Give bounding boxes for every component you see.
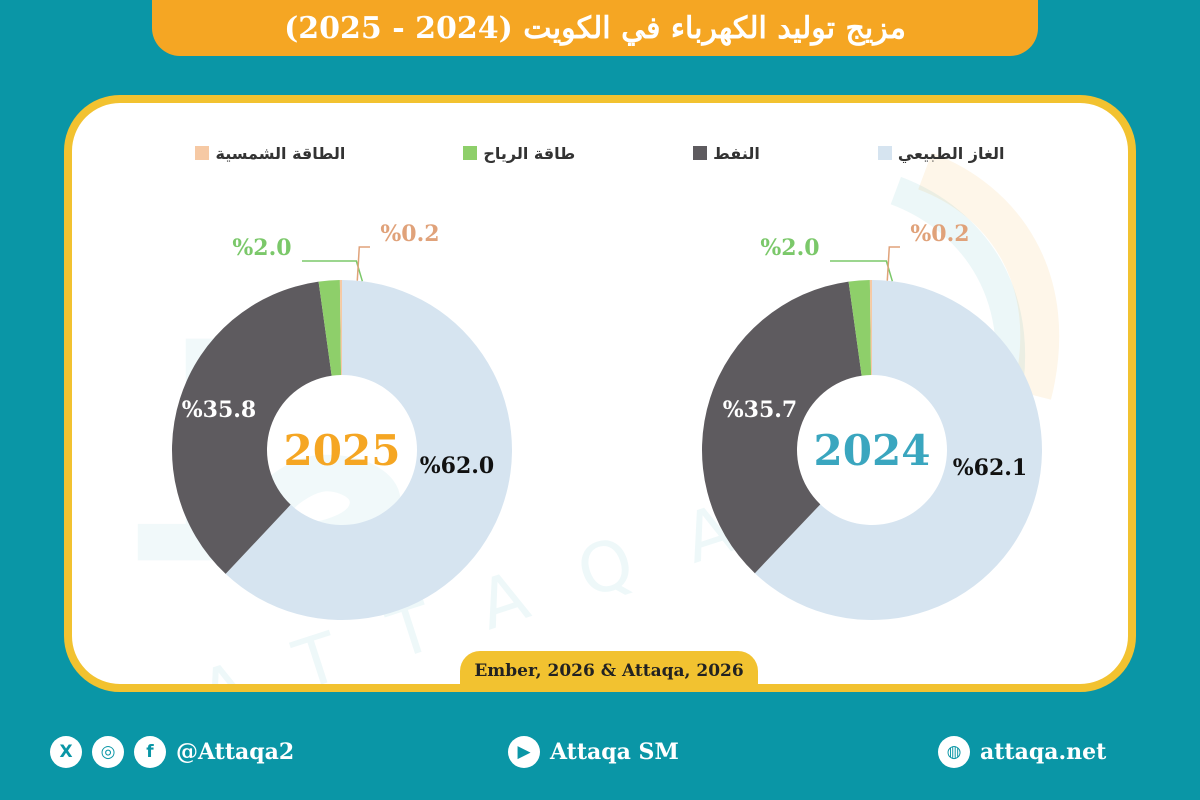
slice-2025-wind [318,280,342,376]
globe-icon[interactable]: ◍ [938,736,970,768]
data-label-2025-solar: %0.2 [380,221,439,247]
slice-2024-solar [869,280,872,376]
instagram-icon[interactable]: ◎ [92,736,124,768]
slice-2025-solar [339,280,342,376]
legend-label-natural-gas: الغاز الطبيعي [897,143,1005,163]
legend: الغاز الطبيعي النفط طاقة الرياح الطاقة ا… [72,141,1128,165]
legend-item-wind: طاقة الرياح [463,141,575,165]
legend-label-oil: النفط [713,143,760,163]
page-title: مزيج توليد الكهرباء في الكويت (2024 - 20… [152,0,1038,56]
donut-charts: %62.0 %35.8 %2.0 %0.2 2025 %62.1 %35.7 %2.0 %0.2… [172,221,1042,620]
source-label: Ember, 2026 & Attaqa, 2026 [460,651,758,684]
legend-swatch-oil [693,146,708,160]
legend-label-solar: الطاقة الشمسية [215,143,346,163]
legend-item-oil: النفط [693,141,760,165]
legend-item-natural-gas: الغاز الطبيعي [877,141,1005,165]
leader-line-2024-wind [830,260,894,282]
center-label-2024: 2024 [814,426,931,475]
leader-line-2025-solar [356,246,370,281]
center-label-2025: 2025 [284,426,401,475]
data-label-2024-solar: %0.2 [910,221,969,247]
youtube-icon[interactable]: ▶ [508,736,540,768]
facebook-icon[interactable]: f [134,736,166,768]
data-label-2024-oil: %35.7 [723,397,798,423]
slice-2024-oil [702,281,862,574]
data-label-2025-natural_gas: %62.0 [420,453,495,479]
chart-card: ط ATTAQA الغاز الطبيعي النفط طاقة الرياح… [64,95,1136,692]
data-label-2024-wind: %2.0 [760,235,819,261]
footer-website: ◍ attaqa.net [938,736,1106,768]
footer: X ◎ f @Attaqa2 ▶ Attaqa SM ◍ attaqa.net [0,722,1200,786]
legend-swatch-solar [195,146,210,160]
data-label-2024-natural_gas: %62.1 [953,455,1028,481]
slice-2025-natural_gas [225,280,512,620]
social-handle[interactable]: @Attaqa2 [176,739,295,765]
legend-label-wind: طاقة الرياح [483,143,576,163]
website-link[interactable]: attaqa.net [980,739,1107,765]
data-label-2025-oil: %35.8 [182,397,257,423]
data-label-2025-wind: %2.0 [232,235,291,261]
footer-social: X ◎ f @Attaqa2 [50,736,294,768]
leader-line-2024-solar [886,246,900,281]
x-icon[interactable]: X [50,736,82,768]
footer-youtube: ▶ Attaqa SM [508,736,679,768]
legend-swatch-natural-gas [877,146,892,160]
slice-2025-oil [172,281,332,574]
slice-2024-natural_gas [754,280,1042,620]
legend-item-solar: الطاقة الشمسية [195,141,345,165]
leader-line-2025-wind [302,260,364,282]
youtube-channel[interactable]: Attaqa SM [550,739,679,765]
legend-swatch-wind [463,146,478,160]
slice-2024-wind [848,280,872,376]
